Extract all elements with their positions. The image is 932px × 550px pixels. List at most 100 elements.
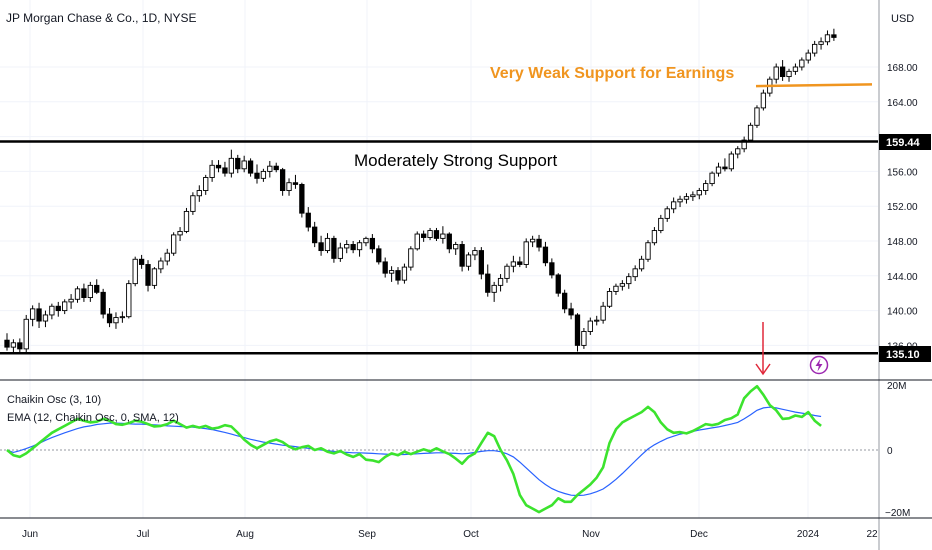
- time-tick-label: Aug: [236, 529, 254, 540]
- candle-body: [728, 153, 734, 170]
- candle-body: [203, 177, 209, 191]
- candle-body: [709, 172, 715, 185]
- candle-body: [472, 250, 478, 256]
- candle-body: [542, 246, 549, 264]
- candle-body: [626, 276, 632, 285]
- time-tick-label: 22: [866, 529, 878, 540]
- candle-body: [4, 339, 10, 348]
- time-tick-label: Nov: [582, 529, 600, 540]
- candle-body: [414, 233, 420, 250]
- candle-body: [241, 160, 247, 170]
- candle-body: [74, 288, 81, 300]
- candle-body: [292, 182, 299, 185]
- candle-body: [715, 166, 722, 174]
- price-tag-159: [879, 134, 931, 150]
- price-tick-label: 140.00: [887, 307, 918, 318]
- candle-body: [113, 317, 119, 324]
- price-tick-label: 152.00: [887, 202, 918, 213]
- time-tick-label: Sep: [358, 529, 376, 540]
- candle-body: [356, 242, 363, 251]
- candle-body: [312, 226, 318, 244]
- time-tick-label: Jun: [22, 529, 38, 540]
- candle-body: [267, 165, 273, 172]
- osc-axis-zero: 0: [887, 446, 893, 457]
- candle-body: [401, 266, 408, 281]
- candle-body: [581, 331, 587, 346]
- candle-body: [132, 258, 138, 285]
- candle-body: [812, 43, 818, 54]
- candlestick-series[interactable]: [4, 28, 837, 355]
- candle-body: [683, 196, 690, 200]
- candle-body: [177, 230, 183, 236]
- support-line-weak: [755, 83, 873, 88]
- candle-body: [228, 157, 234, 174]
- candle-body: [677, 198, 683, 203]
- candle-body: [235, 157, 241, 170]
- candle-body: [151, 268, 158, 286]
- candle-body: [36, 308, 42, 322]
- candle-body: [664, 208, 670, 219]
- price-tick-label: 168.00: [887, 63, 918, 74]
- candle-body: [651, 230, 658, 244]
- candle-body: [81, 288, 87, 299]
- candle-body: [49, 305, 55, 316]
- candle-body: [94, 284, 100, 293]
- chaikin-legend[interactable]: Chaikin Osc (3, 10): [7, 394, 101, 406]
- candle-body: [773, 66, 779, 80]
- candle-body: [747, 124, 754, 141]
- candle-body: [453, 244, 459, 250]
- candle-body: [459, 244, 465, 267]
- candle-body: [670, 201, 677, 210]
- candle-body: [446, 233, 452, 250]
- currency-label[interactable]: USD: [891, 13, 914, 25]
- lightning-icon[interactable]: [809, 355, 829, 375]
- price-tick-label: 144.00: [887, 272, 918, 283]
- candle-body: [376, 248, 382, 263]
- candle-body: [645, 242, 651, 260]
- osc-axis-bottom: −20M: [885, 508, 910, 519]
- candle-body: [491, 284, 497, 293]
- candle-body: [55, 305, 61, 312]
- candle-body: [779, 66, 786, 78]
- candle-body: [145, 264, 151, 286]
- candle-body: [17, 342, 23, 350]
- candle-body: [408, 248, 414, 268]
- candle-body: [331, 237, 337, 259]
- arrow-down-icon: [755, 322, 771, 376]
- candle-body: [529, 238, 536, 243]
- candle-body: [260, 170, 267, 179]
- candle-body: [754, 107, 760, 126]
- candle-body: [523, 241, 529, 265]
- candle-body: [158, 260, 164, 270]
- candle-body: [164, 252, 170, 262]
- candle-body: [613, 285, 619, 292]
- time-tick-label: 2024: [797, 529, 820, 540]
- candle-body: [62, 301, 68, 312]
- candle-body: [549, 262, 555, 276]
- candle-body: [171, 234, 177, 254]
- candle-body: [440, 233, 446, 239]
- candle-body: [587, 320, 593, 332]
- candle-body: [286, 182, 292, 191]
- candle-body: [735, 148, 741, 155]
- candle-body: [510, 261, 517, 267]
- price-tick-label: 156.00: [887, 167, 918, 178]
- price-tick-label: 164.00: [887, 98, 918, 109]
- candle-body: [427, 230, 433, 238]
- overlay: [0, 83, 878, 355]
- chart-title: JP Morgan Chase & Co., 1D, NYSE: [6, 11, 197, 25]
- candle-body: [703, 183, 709, 191]
- candle-body: [382, 261, 388, 274]
- candle-body: [497, 277, 504, 286]
- candle-body: [196, 190, 202, 197]
- candle-body: [824, 34, 831, 43]
- candle-body: [318, 242, 324, 252]
- candle-body: [536, 238, 542, 248]
- ema-legend[interactable]: EMA (12, Chaikin Osc, 0, SMA, 12): [7, 412, 179, 424]
- candle-body: [600, 305, 606, 321]
- candle-body: [799, 59, 805, 68]
- candle-body: [574, 314, 581, 346]
- candle-body: [254, 172, 260, 179]
